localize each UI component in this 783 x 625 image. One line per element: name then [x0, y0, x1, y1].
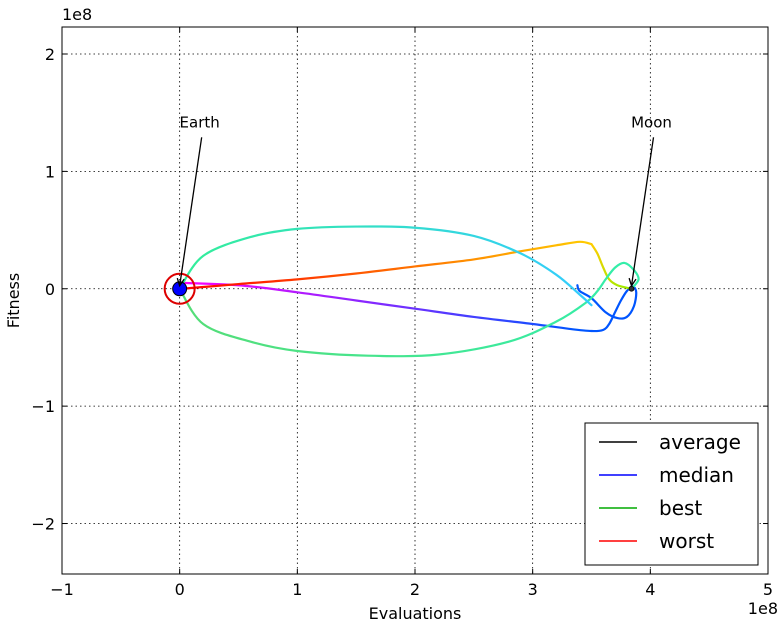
x-tick-label: 3 [528, 580, 538, 599]
y-tick-label: 1 [45, 162, 55, 181]
x-tick-label: 0 [175, 580, 185, 599]
series-line-1 [180, 240, 593, 290]
y-tick-label: −1 [31, 397, 55, 416]
series-line-0 [180, 281, 638, 333]
annotation-arrow-moon [630, 137, 655, 286]
y-tick-label: 0 [45, 280, 55, 299]
y-axis-label: Fitness [4, 273, 23, 328]
y-offset-label: 1e8 [62, 5, 92, 24]
series-line-4 [178, 225, 593, 307]
y-tick-label: −2 [31, 515, 55, 534]
annotation-arrowhead-earth [176, 277, 185, 288]
legend-label-median: median [659, 463, 734, 487]
legend: average median best worst [584, 422, 759, 566]
legend-label-average: average [659, 430, 741, 454]
annotation-moon: Moon [631, 113, 672, 131]
legend-label-worst: worst [659, 529, 714, 553]
x-tick-label: 4 [645, 580, 655, 599]
moon-marker [628, 285, 635, 292]
x-offset-label: 1e8 [748, 599, 778, 618]
annotations-group: Earth Moon [176, 113, 672, 288]
y-tick-label: 2 [45, 45, 55, 64]
x-tick-label: 5 [763, 580, 773, 599]
x-tick-label: −1 [50, 580, 74, 599]
legend-label-best: best [659, 496, 702, 520]
annotation-arrowhead-moon [628, 277, 637, 288]
series-line-3 [178, 261, 640, 358]
markers-group [163, 272, 635, 305]
x-axis-label: Evaluations [369, 604, 462, 623]
series-line-2 [590, 243, 633, 290]
annotation-arrow-earth [179, 137, 203, 286]
x-tick-label: 2 [410, 580, 420, 599]
earth-orbit-ring [163, 272, 196, 305]
x-tick-label: 1 [292, 580, 302, 599]
series-group [178, 225, 640, 358]
ticks-group: −1 0 1 2 3 4 5 −2 −1 0 1 2 [31, 27, 773, 599]
annotation-earth: Earth [180, 113, 220, 131]
